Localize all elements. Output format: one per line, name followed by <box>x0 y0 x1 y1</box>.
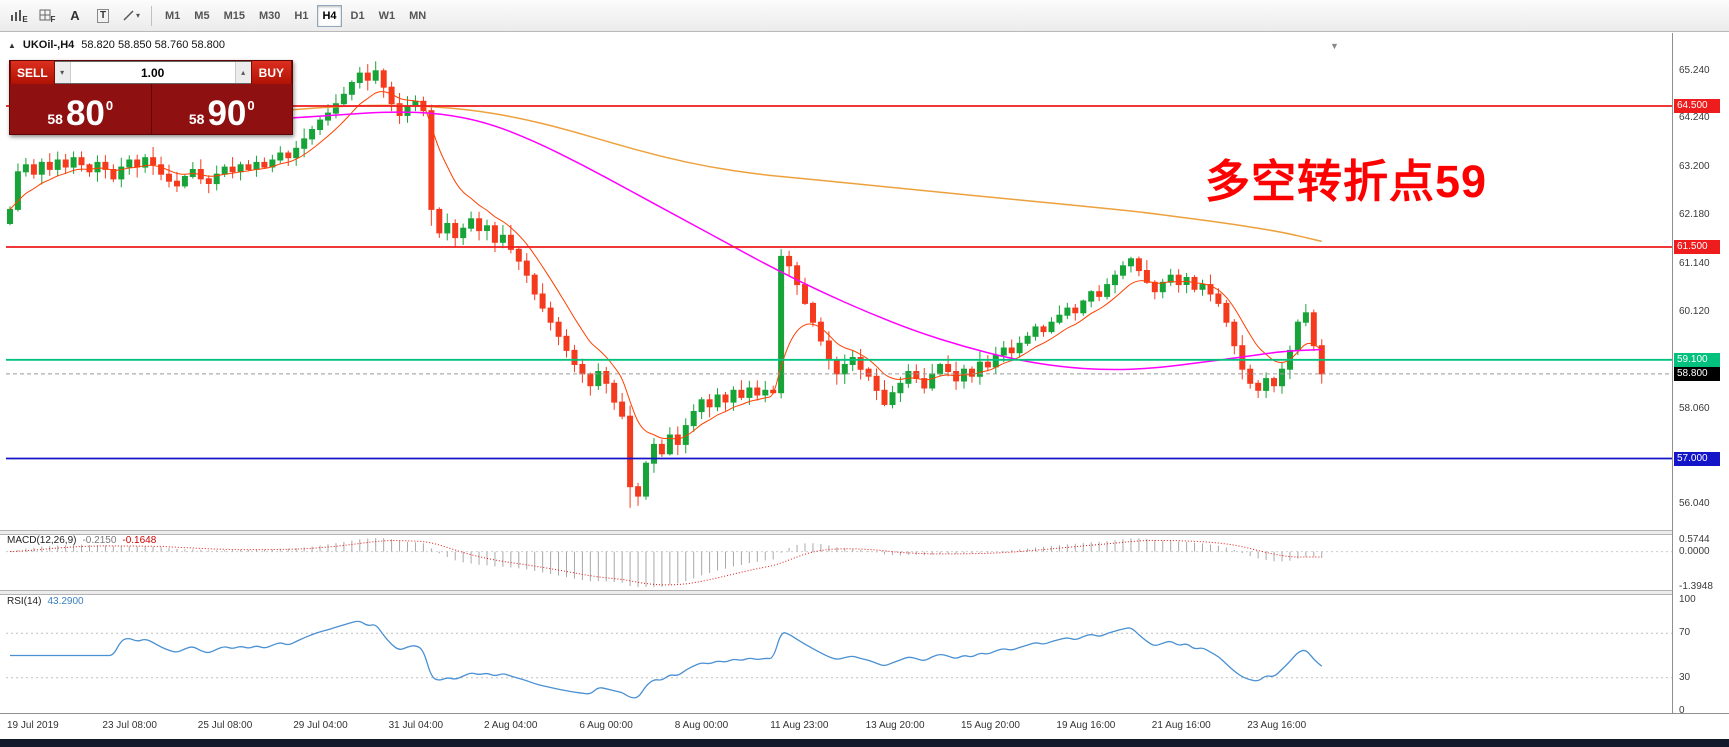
price-scale-label: 0.0000 <box>1679 545 1710 557</box>
time-axis-label: 2 Aug 04:00 <box>484 720 538 731</box>
price-scale-label: 61.140 <box>1679 257 1710 269</box>
bar-chart-tool-button[interactable]: E <box>6 4 32 28</box>
timeframe-m5-button[interactable]: M5 <box>189 5 214 27</box>
price-scale-label: 58.060 <box>1679 402 1710 414</box>
buy-button[interactable]: BUY <box>250 61 292 84</box>
line-studies-button[interactable]: ▾ <box>118 4 144 28</box>
rsi-title: RSI(14) <box>7 596 42 607</box>
volume-input[interactable] <box>70 62 235 83</box>
grid-icon <box>39 9 51 20</box>
time-axis-label: 31 Jul 04:00 <box>388 720 444 731</box>
time-axis-label: 13 Aug 20:00 <box>865 720 925 731</box>
price-scale-label: 56.040 <box>1679 497 1710 509</box>
one-click-toggle-icon[interactable]: ▲ <box>8 40 16 50</box>
symbol-info: ▲ UKOil-,H4 58.820 58.850 58.760 58.800 <box>8 39 225 51</box>
buy-price-whole: 58 <box>188 111 205 127</box>
rsi-label: RSI(14) 43.2900 <box>7 596 84 607</box>
price-scale-label: 64.240 <box>1679 112 1710 124</box>
time-axis-label: 21 Aug 16:00 <box>1151 720 1211 731</box>
tool-sub-label: E <box>22 15 28 24</box>
chevron-down-icon: ▾ <box>136 11 141 20</box>
time-axis-label: 25 Jul 08:00 <box>197 720 253 731</box>
timeframe-d1-button[interactable]: D1 <box>346 5 370 27</box>
volume-field: ▾ ▴ <box>54 61 251 84</box>
time-axis-label: 8 Aug 00:00 <box>674 720 729 731</box>
buy-price-pips: 90 <box>207 94 247 134</box>
timeframe-w1-button[interactable]: W1 <box>374 5 401 27</box>
price-scale-label: 0 <box>1679 705 1685 716</box>
price-level-badge: 59.100 <box>1674 352 1720 367</box>
toolbar-separator <box>151 5 153 26</box>
rsi-value: 43.2900 <box>47 596 84 607</box>
price-shift-marker-icon[interactable]: ▼ <box>1330 41 1339 51</box>
terminal-strip <box>0 739 1729 747</box>
timeframe-mn-button[interactable]: MN <box>404 5 431 27</box>
price-scale-label: -1.3948 <box>1679 581 1713 592</box>
letter-a-label: A <box>70 8 80 23</box>
price-scale-label: 30 <box>1679 671 1691 683</box>
trendline-icon <box>123 10 134 21</box>
timeframe-m30-button[interactable]: M30 <box>254 5 285 27</box>
current-price-badge: 58.800 <box>1674 366 1720 381</box>
symbol-title: UKOil-,H4 <box>22 39 75 51</box>
price-level-badge: 61.500 <box>1674 240 1720 254</box>
buy-price-display[interactable]: 58 90 0 <box>152 84 293 134</box>
price-scale-label: 65.240 <box>1679 65 1710 77</box>
price-scale-label: 0.5744 <box>1679 534 1710 545</box>
indicators-tool-button[interactable]: F <box>34 4 60 28</box>
price-scale-label: 60.120 <box>1679 305 1710 317</box>
macd-signal-value: -0.1648 <box>122 535 157 546</box>
panel-splitter[interactable] <box>0 590 1729 595</box>
time-axis-label: 23 Aug 16:00 <box>1247 720 1307 731</box>
sell-price-fraction: 0 <box>105 98 114 113</box>
price-level-badge: 64.500 <box>1674 99 1720 113</box>
sell-button[interactable]: SELL <box>10 61 55 84</box>
letter-t-label: T <box>96 8 110 23</box>
timeframe-h4-button[interactable]: H4 <box>317 4 342 27</box>
chart-window: ▲ UKOil-,H4 58.820 58.850 58.760 58.800 … <box>0 33 1729 747</box>
time-axis-label: 6 Aug 00:00 <box>579 720 633 731</box>
time-axis-label: 11 Aug 23:00 <box>770 720 829 731</box>
timeframe-m1-button[interactable]: M1 <box>160 5 185 27</box>
time-axis-label: 15 Aug 20:00 <box>961 720 1020 731</box>
price-level-badge: 57.000 <box>1674 451 1720 466</box>
macd-title: MACD(12,26,9) <box>7 535 77 546</box>
time-axis-label: 23 Jul 08:00 <box>102 720 157 731</box>
price-scale-label: 70 <box>1679 627 1691 639</box>
timeframe-m15-button[interactable]: M15 <box>219 5 250 27</box>
panel-splitter[interactable] <box>0 530 1729 535</box>
chart-text-annotation[interactable]: 多空转折点59 <box>1205 156 1488 207</box>
price-scale-label: 62.180 <box>1679 209 1710 221</box>
ohlc-values: 58.820 58.850 58.760 58.800 <box>81 39 226 51</box>
price-chart-canvas[interactable] <box>0 33 1729 747</box>
time-axis-label: 19 Aug 16:00 <box>1056 720 1116 731</box>
macd-label: MACD(12,26,9) -0.2150 -0.1648 <box>7 535 156 546</box>
timeframe-h1-button[interactable]: H1 <box>289 5 313 27</box>
time-axis-label: 29 Jul 04:00 <box>293 720 348 731</box>
tool-sub-label: F <box>50 15 56 24</box>
sell-price-display[interactable]: 58 80 0 <box>10 84 152 134</box>
volume-increase-button[interactable]: ▴ <box>234 62 251 83</box>
price-scale[interactable]: 65.240 64.240 63.200 62.180 61.140 60.120 58.0… <box>1672 33 1729 716</box>
price-scale-label: 100 <box>1679 594 1696 605</box>
time-axis-label: 19 Jul 2019 <box>7 720 59 731</box>
buy-price-fraction: 0 <box>247 98 255 113</box>
toolbar: E F A T ▾ M1 M5 M15 M30 H1 H4 D1 W1 MN <box>0 0 1729 32</box>
macd-main-value: -0.2150 <box>82 535 117 546</box>
sell-price-pips: 80 <box>65 94 105 134</box>
one-click-trading-panel: SELL ▾ ▴ BUY 58 80 0 58 90 0 <box>9 60 293 135</box>
cursor-tool-button[interactable]: A <box>62 4 88 28</box>
time-axis[interactable]: 19 Jul 2019 23 Jul 08:00 25 Jul 08:00 29 Ju… <box>0 713 1729 735</box>
sell-price-whole: 58 <box>47 111 63 127</box>
bar-chart-icon <box>11 9 22 21</box>
price-scale-label: 63.200 <box>1679 161 1710 173</box>
volume-decrease-button[interactable]: ▾ <box>54 62 71 83</box>
text-tool-button[interactable]: T <box>90 4 116 28</box>
